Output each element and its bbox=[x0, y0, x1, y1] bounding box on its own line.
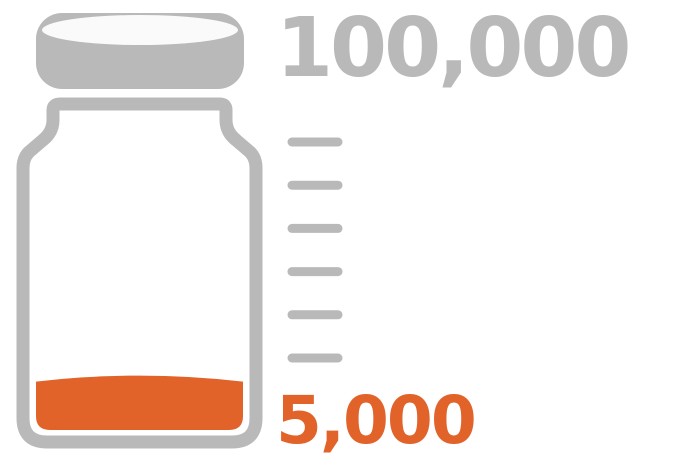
fill-value-label: 5,000 bbox=[276, 382, 477, 459]
scale-ticks bbox=[287, 137, 343, 363]
max-value-label: 100,000 bbox=[276, 1, 631, 96]
jar-lid-top bbox=[42, 15, 238, 45]
jar-fill-level bbox=[36, 375, 243, 430]
jar-body-outline bbox=[16, 97, 263, 449]
